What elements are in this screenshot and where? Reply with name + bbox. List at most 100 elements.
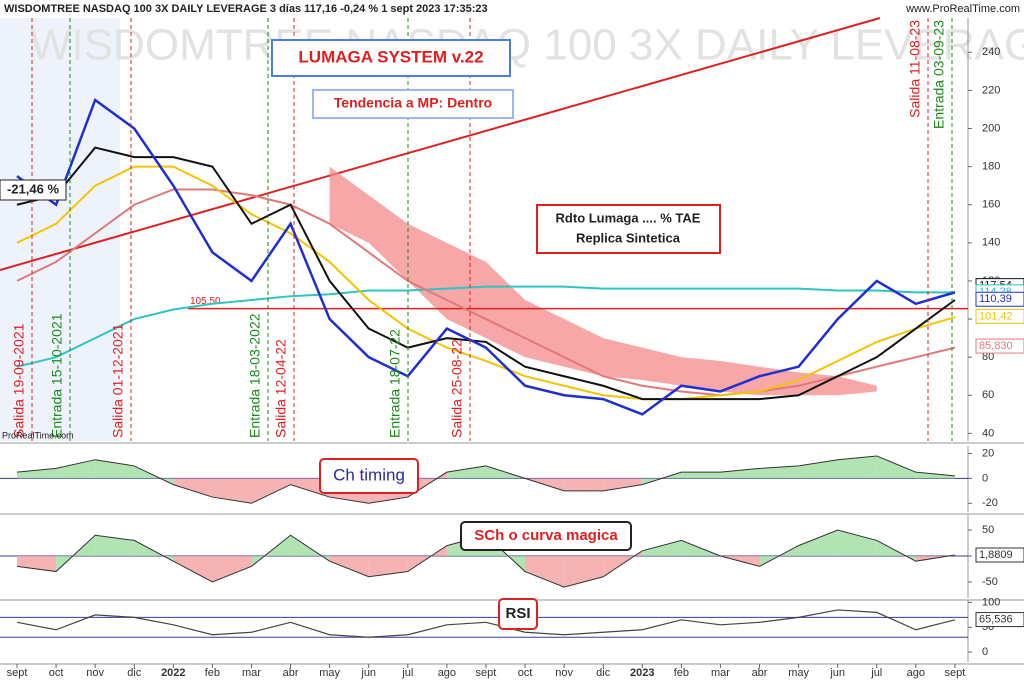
last-value-label: 1,8809 <box>979 549 1013 561</box>
area-segment <box>798 530 838 556</box>
system-label: LUMAGA SYSTEM v.22 <box>298 47 483 66</box>
rdto-box <box>536 204 721 254</box>
cloud <box>329 166 877 396</box>
rdto-label: Rdto Lumaga .... % TAE <box>556 210 701 225</box>
area-segment <box>525 555 565 588</box>
trend-box <box>312 89 514 119</box>
area-segment <box>798 459 838 479</box>
y-tick-label: 180 <box>982 161 1000 173</box>
y-tick-label: 240 <box>982 46 1000 58</box>
last-value-box <box>975 612 1024 628</box>
y-tick-label: 20 <box>982 447 994 459</box>
x-tick-label: jul <box>870 667 882 679</box>
rsi-box <box>498 598 538 630</box>
pct-box <box>0 179 67 201</box>
x-tick-label: may <box>788 667 809 679</box>
signal-label: Salida 19-09-2021 <box>11 323 27 438</box>
x-tick-label: mar <box>711 667 730 679</box>
x-tick-label: abr <box>752 667 768 679</box>
y-tick-label: 80 <box>982 351 994 363</box>
series-line <box>16 165 956 401</box>
x-tick-label: nov <box>555 667 573 679</box>
ch-box <box>319 458 419 494</box>
area-segment <box>876 455 916 479</box>
y-tick-label: 0 <box>982 646 988 658</box>
rsi-title: RSI <box>505 605 530 622</box>
plot: 406080100120140160180200220240105,50117,… <box>0 18 1024 679</box>
signal-label: Salida 01-12-2021 <box>110 323 126 438</box>
last-value-label: 85,830 <box>979 340 1013 352</box>
x-tick-label: oct <box>518 667 533 679</box>
area-segment <box>915 472 955 479</box>
trend-line <box>0 17 881 271</box>
area-segment <box>329 555 369 577</box>
signal-label: Salida 11-08-23 <box>907 20 923 118</box>
last-value-label: 110,39 <box>979 293 1012 305</box>
x-tick-label: abr <box>283 667 299 679</box>
credit: ProRealTime.com <box>2 430 74 440</box>
x-tick-label: oct <box>49 667 64 679</box>
y-tick-label: 60 <box>982 389 994 401</box>
ch-title: Ch timing <box>333 465 405 484</box>
header-title: WISDOMTREE NASDAQ 100 3X DAILY LEVERAGE … <box>4 3 488 15</box>
signal-label: Salida 12-04-22 <box>273 339 289 438</box>
trend-label: Tendencia a MP: Dentro <box>334 95 492 111</box>
area-segment <box>564 478 604 491</box>
last-value-box <box>975 308 1024 324</box>
y-tick-label: -20 <box>982 497 998 509</box>
last-value-box <box>975 547 1024 563</box>
y-tick-label: 40 <box>982 427 994 439</box>
system-box <box>271 39 511 77</box>
sch-box <box>460 521 632 551</box>
series-line <box>16 285 955 368</box>
area-segment <box>95 535 135 556</box>
signal-label: Entrada 18-03-2022 <box>247 313 263 438</box>
area-segment <box>681 472 721 479</box>
x-tick-label: 2023 <box>630 667 654 679</box>
x-tick-label: ago <box>907 667 925 679</box>
y-tick-label: 220 <box>982 84 1000 96</box>
x-tick-label: dic <box>127 667 142 679</box>
last-value-box <box>975 338 1024 354</box>
pct-label: -21,46 % <box>7 181 59 196</box>
last-value-label: 65,536 <box>979 613 1013 625</box>
area-segment <box>837 455 877 479</box>
y-tick-label: 100 <box>982 596 1000 608</box>
series-line <box>16 455 955 504</box>
sch-title: SCh o curva magica <box>474 527 618 544</box>
last-value-box <box>975 291 1024 307</box>
watermark: WISDOMTREE NASDAQ 100 3X DAILY LEVERAGE <box>30 21 1024 70</box>
x-tick-label: nov <box>86 667 104 679</box>
y-tick-label: 160 <box>982 199 1000 211</box>
x-tick-label: sept <box>476 667 497 679</box>
x-tick-label: may <box>319 667 340 679</box>
area-segment <box>837 530 877 556</box>
series-line <box>16 609 956 638</box>
area-segment <box>642 540 682 556</box>
signal-label: Entrada 18-07-22 <box>387 329 403 438</box>
area-segment <box>173 555 213 582</box>
series-line <box>16 97 956 416</box>
replica-label: Replica Sintetica <box>576 230 681 245</box>
area-segment <box>251 478 291 504</box>
support-label: 105,50 <box>190 296 221 307</box>
x-tick-label: jun <box>360 667 376 679</box>
x-tick-label: jun <box>829 667 845 679</box>
y-tick-label: -50 <box>982 576 998 588</box>
area-segment <box>56 459 96 479</box>
area-segment <box>95 459 135 479</box>
area-segment <box>759 465 799 479</box>
area-segment <box>446 465 486 479</box>
x-tick-label: sept <box>7 667 28 679</box>
signal-label: Salida 25-08-22 <box>449 339 465 438</box>
area-segment <box>603 478 643 491</box>
area-segment <box>720 468 760 479</box>
site: www.ProRealTime.com <box>905 3 1020 15</box>
area-segment <box>368 555 408 577</box>
signal-label: Entrada 15-10-2021 <box>49 313 65 438</box>
signal-label: Entrada 03-09-23 <box>931 20 947 129</box>
y-tick-label: 140 <box>982 237 1000 249</box>
y-tick-label: 0 <box>982 472 988 484</box>
x-tick-label: jul <box>401 667 413 679</box>
